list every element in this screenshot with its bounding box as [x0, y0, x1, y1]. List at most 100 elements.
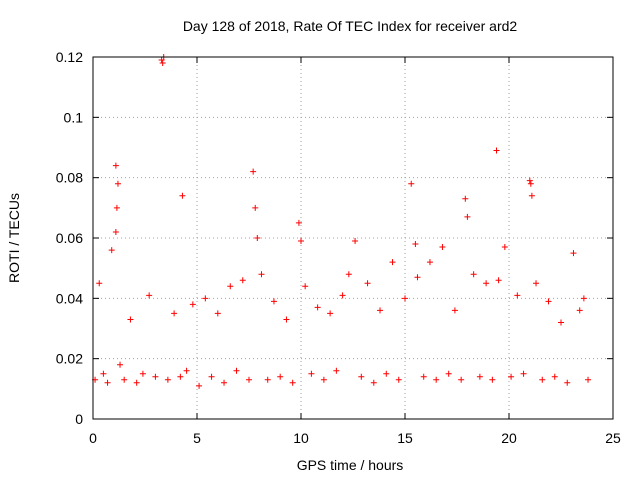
data-point [283, 316, 290, 323]
data-point [114, 180, 121, 187]
data-point [445, 370, 452, 377]
x-tick-label: 20 [501, 430, 517, 446]
x-tick-label: 10 [293, 430, 309, 446]
data-point [527, 180, 534, 187]
data-point [508, 373, 515, 380]
data-point [202, 295, 209, 302]
data-point [117, 361, 124, 368]
data-point [314, 304, 321, 311]
ticks: 0 0.02 0.04 0.06 0.08 0.1 0.12 0 5 10 15 20 25 [56, 49, 621, 446]
data-point [179, 192, 186, 199]
data-point [339, 292, 346, 299]
data-point [364, 280, 371, 287]
data-point [514, 292, 521, 299]
data-point [476, 373, 483, 380]
y-tick-label: 0.1 [64, 109, 84, 125]
data-point [113, 204, 120, 211]
data-point [320, 376, 327, 383]
data-point [196, 382, 203, 389]
data-point [520, 370, 527, 377]
y-tick-label: 0 [75, 411, 83, 427]
data-point [233, 367, 240, 374]
data-point [100, 370, 107, 377]
data-point [227, 283, 234, 290]
data-point [539, 376, 546, 383]
data-point [495, 277, 502, 284]
data-point [327, 310, 334, 317]
data-point [298, 238, 304, 245]
data-point [108, 247, 115, 254]
data-point [414, 274, 421, 281]
y-tick-label: 0.08 [56, 170, 83, 186]
data-point [302, 283, 309, 290]
data-point [289, 379, 296, 386]
data-point [408, 180, 415, 187]
data-point [171, 310, 178, 317]
y-tick-label: 0.12 [56, 49, 83, 65]
data-point [470, 271, 477, 278]
data-point [164, 376, 171, 383]
data-point [221, 379, 228, 386]
data-point [158, 57, 165, 64]
data-point [458, 376, 465, 383]
data-point [389, 259, 396, 266]
data-point [189, 301, 196, 308]
data-point [383, 370, 390, 377]
data-point [104, 379, 111, 386]
data-point [462, 195, 469, 202]
data-point [526, 177, 533, 184]
y-axis-label: ROTI / TECUs [6, 193, 22, 283]
y-tick-label: 0.02 [56, 351, 83, 367]
data-point [345, 271, 352, 278]
data-point [580, 295, 587, 302]
data-point [250, 168, 257, 175]
data-point [489, 376, 496, 383]
data-point [112, 162, 119, 169]
data-point [551, 373, 558, 380]
data-point [352, 238, 359, 245]
data-point [246, 376, 252, 383]
data-point [464, 213, 471, 220]
data-point [493, 147, 500, 154]
data-point [139, 370, 146, 377]
data-point [358, 373, 365, 380]
data-point [501, 244, 508, 251]
data-point [426, 259, 433, 266]
data-point [570, 250, 577, 257]
x-tick-label: 15 [397, 430, 413, 446]
data-point [528, 192, 535, 199]
y-tick-label: 0.06 [56, 230, 83, 246]
data-point [96, 280, 103, 287]
data-point [420, 373, 427, 380]
data-point [121, 376, 128, 383]
data-point [239, 277, 246, 284]
data-point [177, 373, 184, 380]
data-points [92, 54, 592, 389]
data-point [545, 298, 552, 305]
data-point [133, 379, 140, 386]
data-point [152, 373, 159, 380]
data-point [395, 376, 402, 383]
data-point [564, 379, 571, 386]
data-point [214, 310, 221, 317]
data-point [585, 376, 592, 383]
data-point [112, 228, 119, 235]
data-point [370, 379, 377, 386]
data-point [433, 376, 440, 383]
data-point [183, 367, 190, 374]
data-point [308, 370, 315, 377]
data-point [333, 367, 340, 374]
data-point [254, 235, 261, 241]
data-point [377, 307, 384, 314]
data-point [483, 280, 490, 287]
data-point [127, 316, 134, 323]
data-point [258, 271, 265, 278]
data-point [558, 319, 564, 326]
data-point [412, 241, 419, 248]
x-tick-label: 25 [605, 430, 621, 446]
x-tick-label: 5 [193, 430, 201, 446]
x-axis-label: GPS time / hours [296, 457, 404, 473]
data-point [439, 244, 446, 251]
chart-title: Day 128 of 2018, Rate Of TEC Index for r… [182, 18, 518, 34]
